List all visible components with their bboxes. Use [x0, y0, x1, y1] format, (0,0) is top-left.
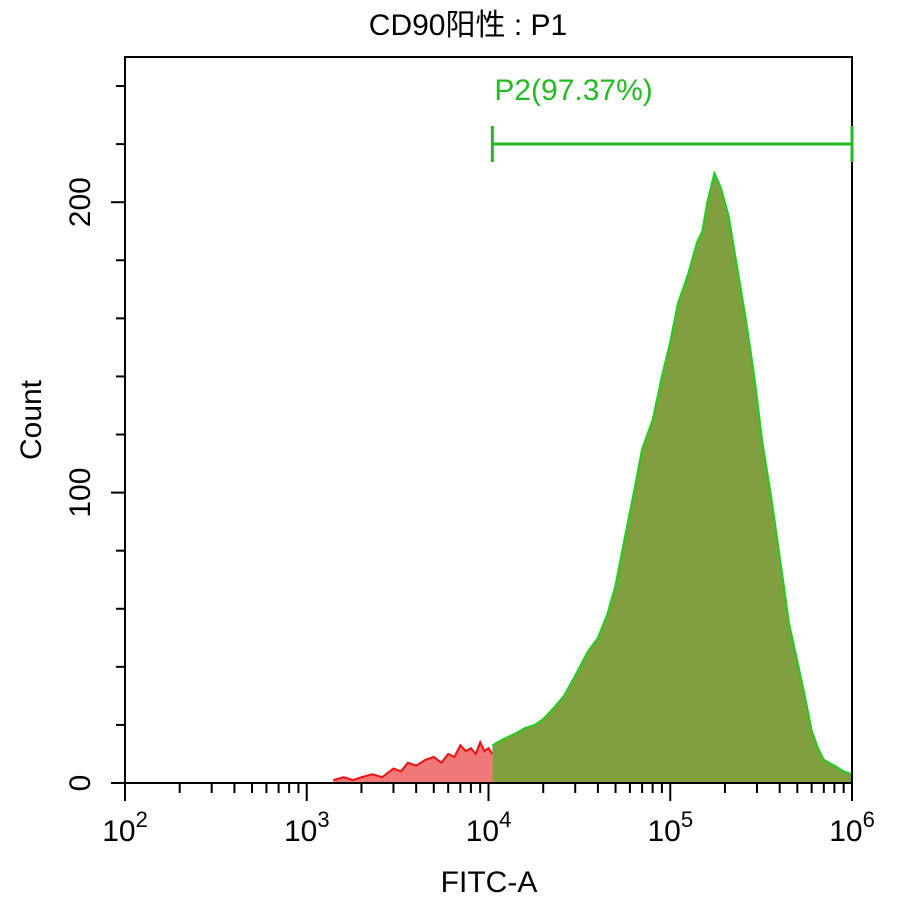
- y-axis-label: Count: [15, 379, 48, 460]
- y-tick-label-1: 100: [64, 468, 97, 518]
- x-tick-label-2: 104: [466, 807, 512, 848]
- x-tick-exponent: 6: [863, 807, 875, 832]
- series-1-area: [492, 173, 852, 783]
- x-tick-base: 10: [829, 815, 862, 848]
- series-1: [491, 170, 853, 783]
- gate-label: P2(97.37%): [494, 74, 652, 107]
- y-axis: 0 100 200: [64, 85, 125, 792]
- gate-p2: P2(97.37%): [490, 74, 854, 162]
- plot-area: [333, 170, 853, 783]
- y-tick-label-0: 0: [64, 775, 97, 792]
- x-tick-label-3: 105: [647, 807, 693, 848]
- x-tick-exponent: 2: [136, 807, 148, 832]
- x-tick-base: 10: [647, 815, 680, 848]
- x-tick-base: 10: [102, 815, 135, 848]
- x-tick-exponent: 5: [681, 807, 693, 832]
- y-tick-label-2: 200: [64, 177, 97, 227]
- series-0-line: [333, 739, 494, 782]
- x-axis-label: FITC-A: [441, 866, 538, 899]
- series-1-line: [491, 170, 853, 776]
- x-tick-label-0: 102: [102, 807, 148, 848]
- series-0: [333, 739, 494, 783]
- x-axis: 102 103 104 105 106: [102, 783, 875, 848]
- x-tick-label-4: 106: [829, 807, 875, 848]
- x-tick-base: 10: [284, 815, 317, 848]
- x-tick-exponent: 3: [317, 807, 329, 832]
- x-tick-label-1: 103: [284, 807, 330, 848]
- chart-title: CD90阳性 : P1: [369, 9, 567, 42]
- series-0-area: [333, 742, 493, 783]
- x-tick-exponent: 4: [499, 807, 511, 832]
- x-tick-base: 10: [466, 815, 499, 848]
